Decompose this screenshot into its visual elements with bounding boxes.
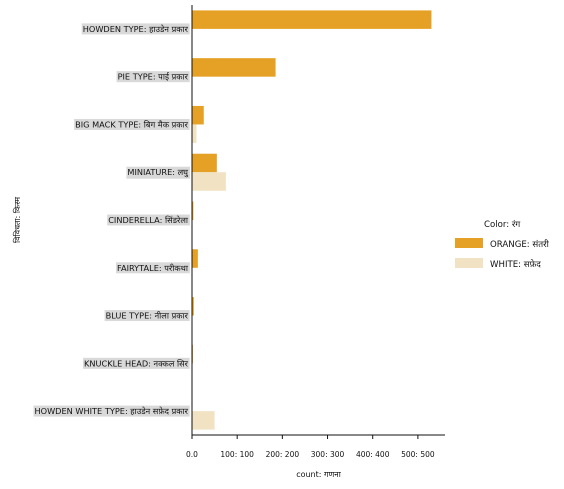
x-axis-ticks: 0.0 100: 100 200: 200 300: 300 400: 400 500: … (186, 435, 435, 459)
category-label-3: MINIATURE: लघु (126, 166, 191, 179)
category-label-bg-4 (107, 214, 190, 226)
x-tick-label-0: 0.0 (186, 450, 198, 459)
category-label-4: CINDERELLA: सिंडरेला (107, 214, 190, 226)
legend-items: ORANGE: संतरी WHITE: सफ़ेद (455, 238, 550, 270)
category-label-bg-3 (126, 166, 191, 179)
category-label-8: HOWDEN WHITE TYPE: हाउडेन सफ़ेद प्रकार (33, 405, 190, 417)
legend-swatch-1 (455, 258, 483, 268)
x-axis-title: count: गणना (296, 470, 342, 479)
y-axis-title: विविधता: किस्म (12, 197, 22, 243)
category-label-text-4: CINDERELLA: सिंडरेला (108, 215, 189, 225)
category-label-text-3: MINIATURE: लघु (127, 167, 189, 178)
category-label-text-2: BIG MACK TYPE: बिग मैक प्रकार (75, 119, 189, 129)
category-label-bg-6 (104, 310, 190, 322)
category-label-2: BIG MACK TYPE: बिग मैक प्रकार (74, 118, 190, 130)
bar-orange-4 (192, 201, 194, 220)
category-label-5: FAIRYTALE: परीकथा (116, 262, 190, 274)
category-label-text-5: FAIRYTALE: परीकथा (117, 263, 189, 273)
bar-white-3 (192, 172, 226, 191)
x-tick-label-1: 100: 100 (220, 450, 254, 459)
legend: Color: रंग ORANGE: संतरी WHITE: सफ़ेद (455, 219, 550, 270)
bar-orange-0 (192, 10, 432, 29)
category-label-bg-2 (74, 118, 190, 130)
category-label-bg-1 (116, 71, 190, 83)
category-label-bg-7 (83, 357, 190, 369)
bar-orange-2 (192, 105, 204, 125)
category-label-text-7: KNUCKLE HEAD: नक्कल सिर (84, 358, 189, 368)
legend-label-1: WHITE: सफ़ेद (490, 259, 541, 270)
x-tick-label-2: 200: 200 (266, 450, 300, 459)
category-label-text-8: HOWDEN WHITE TYPE: हाउडेन सफ़ेद प्रकार (34, 406, 188, 416)
category-label-text-6: BLUE TYPE: नीला प्रकार (106, 311, 189, 321)
category-label-bg-5 (116, 262, 190, 274)
bar-orange-1 (192, 58, 276, 77)
x-tick-label-5: 500: 500 (401, 450, 435, 459)
bar-orange-3 (192, 153, 217, 173)
legend-label-0: ORANGE: संतरी (490, 239, 550, 250)
x-tick-label-4: 400: 400 (356, 450, 390, 459)
bar-white-8 (192, 411, 215, 430)
x-tick-label-3: 300: 300 (311, 450, 345, 459)
legend-swatch-0 (455, 238, 483, 248)
category-label-1: PIE TYPE: पाई प्रकार (116, 71, 190, 83)
category-label-text-0: HOWDEN TYPE: हाउडेन प्रकार (83, 24, 189, 34)
category-label-bg-8 (33, 405, 190, 417)
bar-orange-5 (192, 249, 198, 268)
bar-orange-6 (192, 297, 194, 316)
bar-white-2 (192, 124, 197, 143)
category-labels: HOWDEN TYPE: हाउडेन प्रकार PIE TYPE: पाई … (33, 23, 191, 417)
category-label-7: KNUCKLE HEAD: नक्कल सिर (83, 357, 190, 369)
category-label-0: HOWDEN TYPE: हाउडेन प्रकार (81, 23, 190, 35)
category-label-6: BLUE TYPE: नीला प्रकार (104, 310, 190, 322)
legend-title: Color: रंग (484, 219, 520, 230)
category-label-text-1: PIE TYPE: पाई प्रकार (118, 72, 189, 82)
bars-layer (192, 10, 432, 430)
category-label-bg-0 (81, 23, 190, 35)
